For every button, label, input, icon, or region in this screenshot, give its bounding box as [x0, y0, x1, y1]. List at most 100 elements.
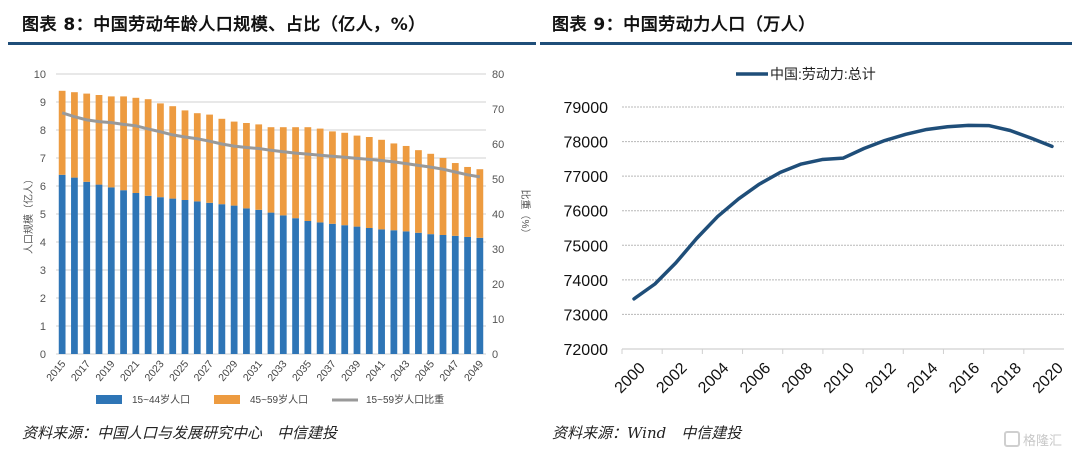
bar-45-59 — [71, 92, 78, 178]
y-tick-label: 75000 — [564, 238, 609, 255]
bar-15-44 — [157, 197, 164, 354]
bar-15-44 — [390, 230, 398, 354]
x-tick-label: 2027 — [192, 358, 216, 384]
x-tick-label: 2023 — [143, 358, 167, 384]
y-tick-label: 6 — [40, 181, 46, 193]
bar-15-44 — [218, 204, 226, 354]
bar-15-44 — [230, 205, 238, 354]
y2-tick-label: 0 — [492, 349, 498, 361]
y-tick-label: 74000 — [564, 273, 609, 290]
y-tick-label: 72000 — [564, 342, 609, 359]
y-axis-title: 人口规模（亿人） — [22, 174, 35, 254]
x-tick-label: 2018 — [988, 360, 1025, 397]
bar-45-59 — [304, 127, 312, 221]
legend-label-ratio: 15~59岁人口比重 — [366, 393, 444, 406]
x-tick-label: 2019 — [93, 358, 117, 384]
x-tick-label: 2017 — [69, 358, 93, 384]
bar-15-44 — [341, 225, 349, 354]
y-tick-label: 4 — [40, 237, 46, 249]
x-tick-label: 2000 — [612, 360, 649, 397]
bar-45-59 — [144, 99, 152, 196]
bar-45-59 — [390, 143, 398, 231]
labor-force-line — [632, 123, 1054, 301]
y2-tick-label: 10 — [492, 314, 504, 326]
x-tick-label: 2010 — [821, 360, 858, 397]
left-chart: 0 1 2 3 4 5 6 7 8 9 10 0 10 20 30 40 50 60 70 80 人口规模（亿人） 比重（… — [22, 69, 532, 406]
bar-15-44 — [353, 226, 361, 354]
x-tick-label: 2004 — [695, 360, 732, 397]
bar-45-59 — [230, 121, 238, 206]
bar-45-59 — [107, 96, 115, 188]
y-tick-label: 10 — [34, 69, 46, 81]
y2-tick-label: 40 — [492, 209, 504, 221]
bar-15-44 — [132, 193, 140, 354]
x-tick-label: 2049 — [462, 358, 486, 384]
watermark-logo-icon — [1004, 431, 1020, 447]
bar-15-44 — [181, 200, 189, 354]
left-source-note: 资料来源：中国人口与发展研究中心 中信建投 — [22, 424, 338, 442]
bar-45-59 — [95, 95, 103, 185]
bar-45-59 — [218, 118, 226, 205]
bar-15-44 — [243, 208, 250, 354]
bar-45-59 — [169, 106, 177, 199]
x-tick-label: 2043 — [388, 358, 412, 384]
watermark-text: 格隆汇 — [1023, 434, 1063, 449]
bar-15-44 — [71, 177, 78, 354]
y-tick-label: 5 — [40, 209, 46, 221]
y2-axis-title: 比重（%） — [519, 190, 532, 239]
bar-45-59 — [132, 97, 140, 193]
x-tick-label: 2047 — [437, 358, 461, 384]
bar-15-44 — [464, 236, 471, 354]
bar-45-59 — [120, 96, 127, 191]
x-tick-label: 2016 — [946, 360, 983, 397]
bar-15-44 — [476, 237, 484, 354]
bar-15-44 — [107, 187, 115, 354]
x-tick-label: 2025 — [167, 358, 191, 384]
y-tick-label: 79000 — [564, 100, 609, 117]
bar-45-59 — [451, 163, 459, 236]
y-tick-label: 7 — [40, 153, 46, 165]
bar-15-44 — [193, 201, 201, 354]
x-tick-label: 2031 — [241, 358, 265, 384]
legend-label-15-44: 15~44岁人口 — [132, 393, 190, 406]
bar-15-44 — [365, 228, 373, 354]
y-tick-label: 1 — [40, 321, 46, 333]
y-tick-label: 77000 — [564, 169, 609, 186]
right-chart: 72000 73000 74000 75000 76000 77000 78000 79000… — [564, 66, 1067, 397]
bar-15-44 — [329, 223, 336, 354]
x-tick-label: 2012 — [862, 360, 899, 397]
bar-45-59 — [181, 110, 189, 200]
x-tick-label: 2033 — [265, 358, 289, 384]
y-tick-label: 2 — [40, 293, 46, 305]
bar-45-59 — [279, 127, 287, 216]
bar-15-44 — [415, 232, 422, 354]
x-tick-label: 2014 — [904, 360, 941, 397]
x-tick-label: 2002 — [653, 360, 690, 397]
bar-45-59 — [316, 128, 324, 223]
bar-45-59 — [206, 114, 213, 203]
x-tick-label: 2015 — [44, 358, 68, 384]
bar-45-59 — [402, 145, 410, 232]
bar-45-59 — [464, 166, 471, 237]
bar-45-59 — [415, 150, 422, 233]
x-tick-label: 2029 — [216, 358, 240, 384]
bar-45-59 — [193, 113, 201, 202]
bar-15-44 — [316, 222, 324, 354]
bar-45-59 — [243, 123, 250, 209]
x-tick-label: 2035 — [290, 358, 314, 384]
bar-45-59 — [476, 169, 484, 238]
x-tick-label: 2006 — [737, 360, 774, 397]
bar-15-44 — [255, 209, 263, 354]
bar-45-59 — [378, 139, 385, 230]
bar-45-59 — [439, 158, 447, 235]
bar-15-44 — [451, 235, 459, 354]
right-chart-title: 图表 9：中国劳动力人口（万人） — [552, 15, 816, 35]
bar-45-59 — [267, 127, 275, 213]
y-tick-label: 78000 — [564, 135, 609, 152]
y-tick-label: 0 — [40, 349, 46, 361]
y2-tick-label: 30 — [492, 244, 504, 256]
bar-45-59 — [58, 90, 66, 175]
bar-15-44 — [402, 231, 410, 354]
bar-15-44 — [267, 212, 275, 354]
bar-15-44 — [279, 215, 287, 354]
